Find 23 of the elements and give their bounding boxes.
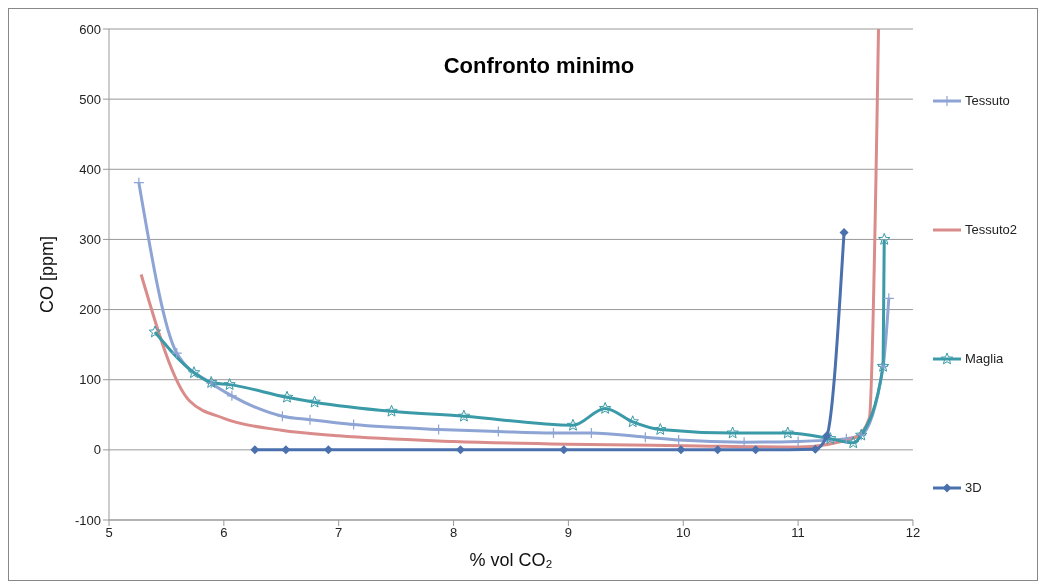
legend-label: 3D	[964, 479, 982, 497]
y-axis-title: CO [ppm]	[37, 235, 58, 314]
legend-label: Maglia	[964, 350, 1004, 368]
y-tick-label: 500	[79, 91, 101, 107]
x-tick-label: 10	[676, 525, 691, 541]
y-tick-label: 600	[79, 21, 101, 37]
x-tick-label: 7	[335, 525, 343, 541]
text: Confronto minimo	[442, 53, 636, 79]
y-tick-label: 100	[79, 372, 101, 388]
x-tick-label: 12	[905, 525, 921, 541]
y-tick-label: 200	[79, 302, 101, 318]
legend-label: Tessuto2	[964, 221, 1017, 239]
legend-label: Tessuto	[964, 92, 1010, 110]
x-tick-label: 8	[449, 525, 458, 541]
x-axis-title: % vol CO₂	[469, 550, 553, 570]
y-tick-label: 0	[93, 442, 101, 458]
x-tick-label: 6	[220, 525, 228, 541]
x-tick-label: 5	[105, 525, 113, 541]
y-tick-label: 300	[79, 232, 101, 248]
y-tick-label: -100	[74, 512, 101, 528]
x-tick-label: 11	[791, 525, 805, 541]
x-tick-label: 9	[564, 525, 573, 541]
y-tick-label: 400	[79, 161, 101, 177]
